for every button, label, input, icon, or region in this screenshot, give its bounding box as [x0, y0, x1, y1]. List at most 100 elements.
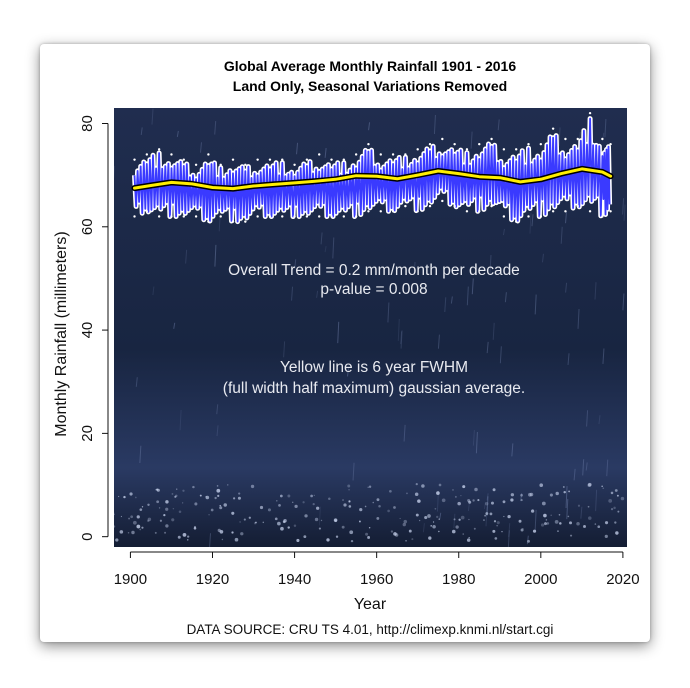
- monthly-min-point: [416, 210, 419, 213]
- monthly-min-point: [293, 215, 296, 218]
- monthly-min-point: [231, 220, 235, 223]
- x-tick-label: 2020: [606, 571, 639, 588]
- monthly-max-point: [478, 142, 481, 146]
- y-tick-label: 0: [79, 532, 96, 540]
- pvalue-annotation: p-value = 0.008: [320, 281, 427, 298]
- monthly-min-point: [453, 204, 456, 208]
- smoothing-annotation: Yellow line is 6 year FWHM: [280, 359, 468, 376]
- monthly-min-point: [601, 215, 604, 218]
- monthly-max-point: [465, 148, 469, 151]
- monthly-min-point: [157, 215, 161, 218]
- monthly-min-point: [514, 220, 518, 223]
- monthly-min-point: [170, 215, 173, 218]
- y-axis-title: Monthly Rainfall (millimeters): [53, 231, 70, 436]
- monthly-max-point: [367, 142, 370, 146]
- monthly-max-point: [133, 158, 136, 161]
- monthly-max-point: [527, 142, 530, 146]
- monthly-min-point: [490, 204, 493, 208]
- monthly-min-point: [305, 215, 309, 218]
- y-tick-label: 80: [79, 115, 96, 132]
- monthly-series-line: [133, 117, 611, 223]
- monthly-max-point: [404, 153, 407, 156]
- monthly-max-point: [551, 127, 555, 130]
- monthly-min-point: [379, 210, 382, 213]
- monthly-min-point: [281, 215, 284, 218]
- monthly-max-point: [157, 148, 161, 151]
- monthly-min-point: [219, 215, 222, 218]
- monthly-max-point: [207, 153, 210, 156]
- monthly-min-point: [244, 220, 247, 223]
- x-tick-label: 1980: [442, 571, 475, 588]
- monthly-min-point: [527, 215, 530, 218]
- monthly-min-point: [404, 204, 407, 208]
- monthly-min-point: [588, 210, 592, 213]
- monthly-max-point: [231, 158, 235, 161]
- monthly-min-point: [478, 210, 481, 213]
- monthly-min-point: [145, 210, 149, 213]
- y-tick-label: 20: [79, 425, 96, 442]
- monthly-min-point: [318, 215, 321, 218]
- trend-annotation: Overall Trend = 0.2 mm/month per decade: [228, 262, 520, 279]
- monthly-max-point: [244, 163, 247, 167]
- x-tick-label: 1960: [360, 571, 393, 588]
- x-tick-label: 1920: [196, 571, 229, 588]
- monthly-max-point: [441, 137, 444, 141]
- monthly-max-point: [601, 137, 604, 141]
- monthly-max-point: [391, 153, 395, 156]
- monthly-max-point: [293, 163, 296, 167]
- monthly-max-point: [318, 153, 321, 156]
- monthly-max-point: [342, 158, 346, 161]
- monthly-min-point: [465, 210, 469, 213]
- monthly-max-point: [281, 158, 284, 161]
- x-axis-title: Year: [354, 596, 387, 613]
- monthly-max-point: [514, 148, 518, 151]
- monthly-min-point: [354, 215, 358, 218]
- monthly-max-point: [576, 137, 579, 141]
- monthly-min-point: [551, 210, 555, 213]
- monthly-max-point: [182, 158, 185, 161]
- monthly-min-point: [133, 215, 136, 218]
- chart-subtitle: Land Only, Seasonal Variations Removed: [233, 78, 507, 94]
- monthly-min-point: [609, 210, 612, 213]
- monthly-min-point: [428, 204, 432, 208]
- monthly-min-point: [330, 215, 333, 218]
- monthly-min-point: [564, 210, 567, 213]
- monthly-min-point: [256, 215, 259, 218]
- y-tick-label: 40: [79, 322, 96, 339]
- monthly-max-point: [609, 142, 612, 146]
- monthly-max-point: [428, 142, 432, 146]
- chart-title: Global Average Monthly Rainfall 1901 - 2…: [224, 58, 516, 74]
- monthly-min-point: [441, 199, 444, 203]
- monthly-max-point: [416, 148, 419, 151]
- monthly-min-point: [268, 215, 272, 218]
- monthly-max-point: [268, 158, 272, 161]
- monthly-max-point: [170, 153, 173, 156]
- monthly-max-point: [588, 111, 592, 115]
- monthly-max-point: [145, 153, 149, 156]
- monthly-min-point: [391, 210, 395, 213]
- smoothing-annotation-detail: (full width half maximum) gaussian avera…: [223, 380, 525, 397]
- monthly-max-point: [502, 148, 506, 151]
- monthly-min-point: [182, 215, 185, 218]
- data-source-note: DATA SOURCE: CRU TS 4.01, http://climexp…: [187, 622, 554, 637]
- monthly-min-point: [207, 220, 210, 223]
- monthly-min-point: [576, 204, 579, 208]
- monthly-max-point: [354, 153, 358, 156]
- monthly-min-point: [539, 215, 543, 218]
- monthly-max-point: [305, 158, 309, 161]
- x-tick-label: 1940: [278, 571, 311, 588]
- monthly-max-point: [490, 137, 493, 141]
- monthly-min-point: [194, 215, 198, 218]
- monthly-min-point: [367, 210, 370, 213]
- rain-texture: [114, 108, 626, 547]
- smoothed-average-line: [133, 167, 613, 191]
- monthly-max-point: [219, 163, 222, 167]
- monthly-max-point: [539, 142, 543, 146]
- monthly-min-point: [502, 215, 506, 218]
- monthly-max-point: [453, 142, 456, 146]
- chart-card: Global Average Monthly Rainfall 1901 - 2…: [40, 44, 650, 642]
- y-tick-label: 60: [79, 218, 96, 235]
- monthly-max-point: [564, 137, 567, 141]
- monthly-min-point: [342, 215, 346, 218]
- monthly-max-point: [330, 158, 333, 161]
